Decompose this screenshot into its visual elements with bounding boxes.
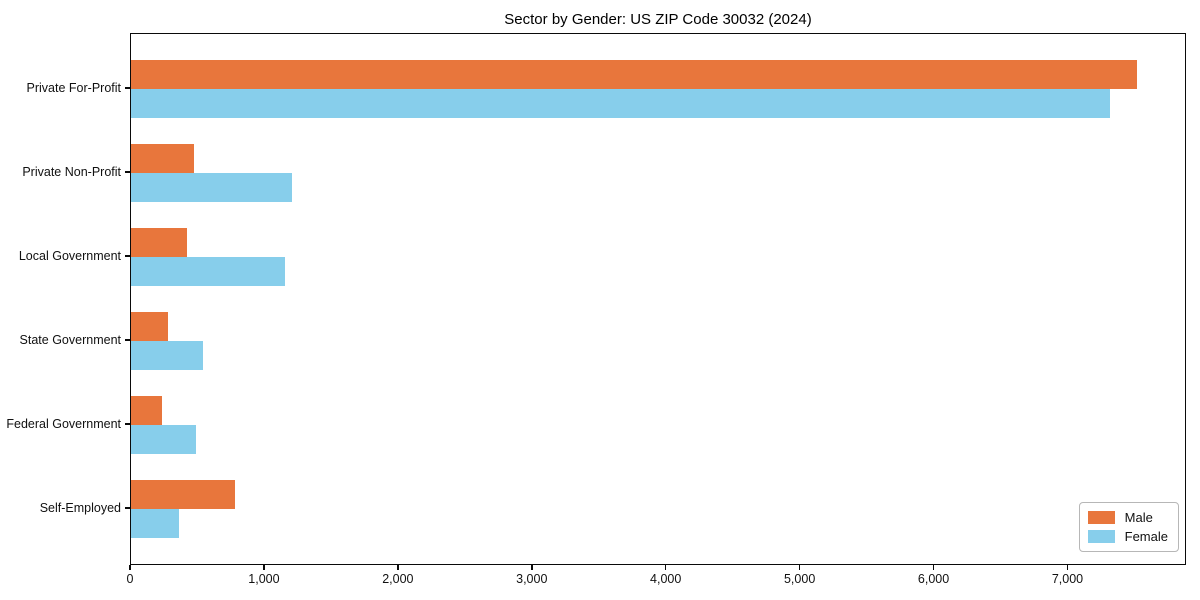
bar-male-federal-government (131, 396, 162, 425)
bar-male-private-non-profit (131, 144, 194, 173)
y-tick-local-government (125, 255, 130, 257)
bar-female-private-non-profit (131, 173, 292, 202)
bar-female-local-government (131, 257, 285, 286)
bar-male-state-government (131, 312, 169, 341)
legend-swatch-male (1087, 511, 1115, 524)
x-tick-label-1000: 1,000 (248, 572, 280, 586)
bar-female-self-employed (131, 509, 179, 538)
legend-label-male: Male (1124, 510, 1153, 525)
bar-male-private-for-profit (131, 60, 1137, 89)
legend-label-female: Female (1124, 529, 1168, 544)
bar-male-self-employed (131, 480, 235, 509)
chart-title: Sector by Gender: US ZIP Code 30032 (202… (504, 11, 812, 28)
y-tick-private-for-profit (125, 87, 130, 89)
x-tick-label-5000: 5,000 (783, 572, 816, 586)
bar-female-federal-government (131, 425, 196, 454)
x-tick-0 (129, 565, 131, 570)
legend-row-female: Female (1087, 527, 1168, 546)
y-tick-state-government (125, 339, 130, 341)
bar-female-private-for-profit (131, 89, 1110, 118)
y-axis-label-private-non-profit: Private Non-Profit (22, 165, 121, 179)
legend: Male Female (1078, 502, 1179, 552)
x-tick-2000 (397, 565, 399, 570)
bar-female-state-government (131, 341, 204, 370)
x-tick-7000 (1066, 565, 1069, 570)
x-tick-label-6000: 6,000 (917, 572, 950, 586)
y-tick-federal-government (125, 423, 130, 425)
bar-male-local-government (131, 228, 188, 257)
y-axis-label-self-employed: Self-Employed (39, 501, 121, 515)
y-axis-label-federal-government: Federal Government (6, 417, 121, 431)
x-tick-label-4000: 4,000 (650, 572, 682, 586)
legend-row-male: Male (1087, 508, 1168, 527)
x-tick-label-2000: 2,000 (382, 572, 414, 586)
legend-swatch-female (1087, 530, 1115, 543)
y-axis-label-local-government: Local Government (18, 249, 121, 263)
x-tick-label-0: 0 (126, 572, 134, 586)
x-tick-6000 (932, 565, 935, 570)
y-tick-private-non-profit (125, 171, 130, 173)
x-tick-1000 (263, 565, 265, 570)
x-tick-label-3000: 3,000 (516, 572, 548, 586)
x-tick-4000 (664, 565, 667, 570)
plot-area (130, 33, 1186, 565)
y-axis-label-state-government: State Government (19, 333, 121, 347)
x-tick-3000 (531, 565, 533, 570)
x-tick-label-7000: 7,000 (1051, 572, 1084, 586)
y-tick-self-employed (125, 507, 130, 509)
y-axis-label-private-for-profit: Private For-Profit (26, 81, 121, 95)
x-tick-5000 (798, 565, 801, 570)
